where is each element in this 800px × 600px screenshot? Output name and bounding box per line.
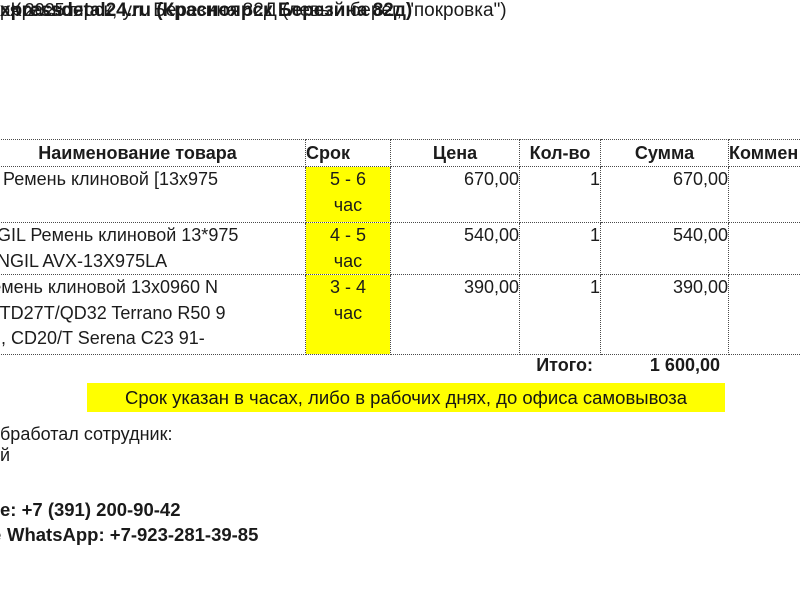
item-name-line: AN TD27T/QD32 Terrano R50 9 — [0, 302, 226, 323]
item-name-cell: t Ремень клиновой 13x0960 N AN TD27T/QD3… — [0, 274, 306, 355]
date-line: ря 2025 г. — [0, 0, 79, 20]
term-unit: час — [333, 250, 363, 271]
employee-name-fragment: й — [0, 445, 11, 465]
item-name-line: DONGIL AVX-13X975LA — [0, 250, 168, 271]
table-row: t Ремень клиновой 13x0960 N AN TD27T/QD3… — [0, 274, 800, 355]
processed-by-label: бработал сотрудник: — [0, 424, 173, 444]
term-unit: час — [333, 194, 363, 215]
item-name-cell: sch Ремень клиновой [13x975 — [0, 166, 306, 223]
delivery-note-highlight: Срок указан в часах, либо в рабочих днях… — [87, 383, 725, 412]
comment-cell — [728, 222, 800, 275]
item-name-cell: ONGIL Ремень клиновой 13*975 DONGIL AVX-… — [0, 222, 306, 275]
col-header-sum: Сумма — [600, 139, 729, 167]
term-range: 5 - 6 — [329, 169, 367, 189]
col-header-price: Цена — [390, 139, 520, 167]
comment-cell — [728, 274, 800, 355]
qty-cell: 1 — [519, 166, 601, 223]
comment-cell — [728, 166, 800, 223]
term-cell: 3 - 4 час — [305, 274, 391, 355]
items-table: Наименование товара Срок Цена Кол-во Сум… — [0, 139, 800, 355]
col-header-name: Наименование товара — [0, 139, 306, 167]
term-cell: 4 - 5 час — [305, 222, 391, 275]
address-line: . Красноярск, ул. Березина 82Д (левый бе… — [0, 0, 507, 21]
sum-cell: 390,00 — [600, 274, 729, 355]
col-header-qty: Кол-во — [519, 139, 601, 167]
whatsapp-label-fragment: е — [0, 524, 1, 546]
qty-cell: 1 — [519, 274, 601, 355]
table-header-row: Наименование товара Срок Цена Кол-во Сум… — [0, 139, 800, 167]
item-name-line: ONGIL Ремень клиновой 13*975 — [0, 225, 239, 245]
total-label: Итого: — [536, 355, 593, 375]
sum-cell: 540,00 — [600, 222, 729, 275]
item-name-line: sch Ремень клиновой [13x975 — [0, 169, 219, 189]
col-header-comment: Коммен — [728, 139, 800, 167]
item-name-line: AC), CD20/T Serena C23 91- — [0, 328, 205, 348]
table-row: sch Ремень клиновой [13x975 5 - 6 час 67… — [0, 166, 800, 223]
price-cell: 540,00 — [390, 222, 520, 275]
term-unit: час — [333, 302, 363, 323]
phone-number: е: +7 (391) 200-90-42 — [0, 499, 181, 520]
total-value: 1 600,00 — [649, 355, 720, 375]
term-cell: 5 - 6 час — [305, 166, 391, 223]
price-cell: 390,00 — [390, 274, 520, 355]
term-range: 3 - 4 — [329, 277, 367, 297]
whatsapp-number: WhatsApp: +7-923-281-39-85 — [7, 524, 259, 545]
col-header-term: Срок — [305, 139, 391, 167]
item-name-line: t Ремень клиновой 13x0960 N — [0, 277, 219, 297]
price-cell: 670,00 — [390, 166, 520, 223]
table-row: ONGIL Ремень клиновой 13*975 DONGIL AVX-… — [0, 222, 800, 275]
term-range: 4 - 5 — [329, 225, 367, 245]
qty-cell: 1 — [519, 222, 601, 275]
sum-cell: 670,00 — [600, 166, 729, 223]
site-title: xpressdetal24.ru (Красноярск Березина 82… — [0, 0, 413, 21]
